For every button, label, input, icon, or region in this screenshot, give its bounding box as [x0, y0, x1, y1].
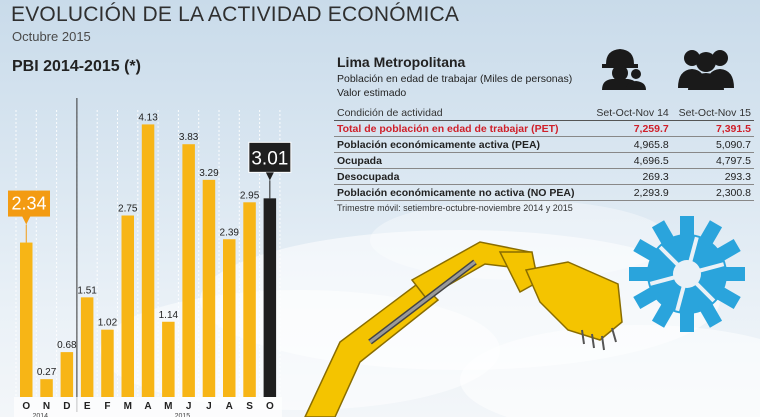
worker-icon	[602, 49, 646, 90]
bar-11	[243, 202, 256, 397]
x-tick-label: A	[144, 401, 151, 412]
bar-0	[20, 242, 33, 397]
x-tick-label: D	[63, 401, 70, 412]
callout-value-2015: 3.01	[251, 148, 288, 169]
row-value-2014: 2,293.9	[589, 184, 672, 201]
x-tick-label: O	[22, 401, 30, 412]
gear-icon	[629, 216, 745, 332]
data-label: 2.75	[118, 204, 138, 215]
x-tick-label: O	[266, 401, 274, 412]
table-footnote: Trimestre móvil: setiembre-octubre-novie…	[337, 203, 573, 213]
data-label: 3.29	[199, 168, 219, 179]
table-header-row: Condición de actividad Set-Oct-Nov 14 Se…	[334, 105, 754, 121]
row-label: Población económicamente no activa (NO P…	[334, 184, 590, 201]
table-row: Población económicamente no activa (NO P…	[334, 184, 754, 201]
row-label: Desocupada	[334, 168, 590, 185]
panel-subtitle: Población en edad de trabajar (Miles de …	[337, 73, 573, 85]
callout-box-2015	[248, 141, 292, 173]
page-subtitle: Octubre 2015	[12, 29, 91, 44]
row-label: Total de población en edad de trabajar (…	[334, 120, 590, 137]
year-label-2014: 2014	[33, 413, 49, 417]
bar-12	[263, 198, 277, 397]
people-icon	[678, 50, 734, 90]
x-tick-label: E	[84, 401, 91, 412]
bar-1	[40, 379, 53, 397]
x-tick-label: J	[186, 401, 192, 412]
row-value-2015: 7,391.5	[671, 120, 754, 137]
row-value-2015: 2,300.8	[671, 184, 754, 201]
population-table: Condición de actividad Set-Oct-Nov 14 Se…	[334, 105, 754, 201]
year-label-2015: 2015	[175, 413, 191, 417]
data-label: 2.39	[220, 227, 240, 238]
data-label: 1.02	[98, 318, 118, 329]
chart-title: PBI 2014-2015 (*)	[12, 58, 141, 75]
data-label: 0.27	[37, 367, 57, 378]
callout-pointer-2015	[265, 172, 274, 181]
callout-value-2014: 2.34	[11, 194, 46, 214]
table-row: Ocupada 4,696.5 4,797.5	[334, 152, 754, 169]
row-label: Población económicamente activa (PEA)	[334, 136, 590, 153]
axis-strip	[14, 397, 282, 417]
header-2015: Set-Oct-Nov 15	[671, 105, 754, 121]
header-2014: Set-Oct-Nov 14	[589, 105, 672, 121]
x-tick-label: A	[226, 401, 233, 412]
bar-7	[162, 321, 175, 397]
panel-title: Lima Metropolitana	[337, 54, 466, 70]
table-row: Población económicamente activa (PEA) 4,…	[334, 136, 754, 153]
header-condition: Condición de actividad	[334, 105, 590, 121]
data-label: 0.68	[57, 340, 77, 351]
table-row: Desocupada 269.3 293.3	[334, 168, 754, 185]
row-value-2015: 293.3	[671, 168, 754, 185]
data-label: 2.95	[240, 190, 260, 201]
data-label: 4.13	[138, 112, 158, 123]
bar-4	[101, 329, 114, 397]
row-value-2014: 269.3	[589, 168, 672, 185]
bar-2	[60, 352, 74, 397]
data-label: 1.14	[159, 310, 179, 321]
row-value-2014: 7,259.7	[589, 120, 672, 137]
page-title: EVOLUCIÓN DE LA ACTIVIDAD ECONÓMICA	[11, 3, 460, 26]
panel-value-note: Valor estimado	[337, 87, 407, 99]
bar-10	[223, 239, 236, 397]
excavator-illustration	[304, 241, 623, 417]
table-row: Total de población en edad de trabajar (…	[334, 120, 754, 137]
x-tick-label: S	[246, 401, 253, 412]
row-value-2014: 4,965.8	[589, 136, 672, 153]
pbi-bar-chart: O N 0.27 D 0.68 E 1.51 F 1.02 M 2.75 A 4.13 M 1.14 J 3.8…	[8, 98, 292, 417]
bar-3	[80, 297, 94, 397]
bar-8	[182, 144, 195, 397]
data-label: 3.83	[179, 132, 199, 143]
row-value-2015: 4,797.5	[671, 152, 754, 169]
row-label: Ocupada	[334, 152, 590, 169]
bar-6	[141, 124, 155, 398]
row-value-2014: 4,696.5	[589, 152, 672, 169]
x-tick-label: N	[43, 401, 50, 412]
callout-box-2014	[8, 190, 50, 217]
x-tick-label: J	[206, 401, 212, 412]
data-label: 1.51	[77, 285, 97, 296]
bar-5	[121, 215, 134, 397]
x-tick-label: M	[124, 401, 132, 412]
x-tick-label: F	[104, 401, 110, 412]
row-value-2015: 5,090.7	[671, 136, 754, 153]
x-tick-label: M	[164, 401, 172, 412]
bar-9	[202, 179, 216, 397]
callout-pointer-2014	[22, 216, 31, 225]
